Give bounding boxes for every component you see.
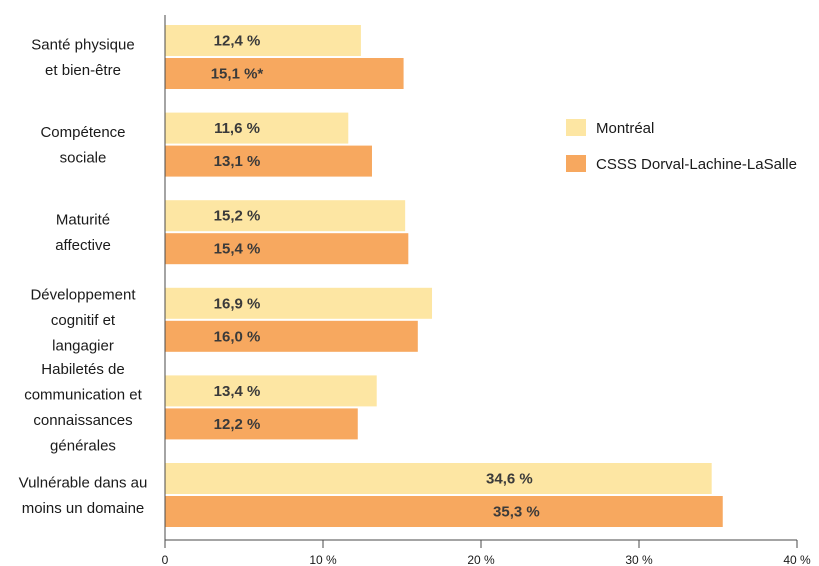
bar-value-label: 13,1 % [214,153,261,170]
category-label-line: moins un domaine [22,500,145,517]
category-label-line: langagier [52,337,114,354]
category-label-line: générales [50,438,116,455]
category-label-line: et bien-être [45,62,121,79]
category-label-line: communication et [24,387,142,404]
bar-value-label: 16,9 % [214,295,261,312]
x-tick-label: 20 % [467,553,495,566]
x-tick-label: 30 % [625,553,653,566]
bar-montreal-5 [165,463,712,494]
bar-csss-5 [165,496,723,527]
category-label-line: sociale [60,149,107,166]
bar-value-label: 16,0 % [214,328,261,345]
bar-value-label: 11,6 % [214,120,260,137]
x-axis: 0 10 % 20 % 30 % 40 % [162,15,811,566]
category-label: Habiletés de communication et connaissance… [24,361,142,455]
bar-montreal-2 [165,200,406,232]
bar-value-label: 12,2 % [214,416,261,433]
bar-csss-1 [165,145,372,177]
category-label-line: affective [55,237,111,254]
bar-value-label: 13,4 % [214,383,261,400]
legend-swatch [566,155,586,172]
category-label-line: connaissances [33,412,132,429]
category-label-line: Vulnérable dans au [19,474,148,491]
category-labels: Santé physique et bien-être Compétence soci… [19,36,148,517]
category-label-line: Développement [30,286,136,303]
category-label-line: Habiletés de [41,361,124,378]
x-tick-label: 40 % [783,553,811,566]
bar-value-label: 35,3 % [493,504,540,521]
bar-montreal-1 [165,112,349,144]
category-label: Compétence sociale [40,124,125,167]
legend-label: CSSS Dorval-Lachine-LaSalle [596,156,797,173]
bar-montreal-3 [165,287,433,319]
bar-csss-0 [165,58,404,89]
bar-csss-2 [165,233,409,265]
bar-montreal-4 [165,375,377,407]
x-tick-label: 0 [162,553,169,566]
bar-value-label: 15,4 % [214,241,261,258]
legend-swatch [566,119,586,136]
legend: Montréal CSSS Dorval-Lachine-LaSalle [566,119,797,173]
category-label: Santé physique et bien-être [31,36,134,79]
category-label: Développement cognitif et langagier [30,286,136,354]
bar-csss-3 [165,320,418,352]
bars-layer: 12,4 % 15,1 %* 11,6 % 13,1 % 15,2 % 15,4 % 16,… [165,25,723,527]
bar-montreal-0 [165,25,361,56]
bar-value-label: 15,1 %* [211,66,264,83]
category-label-line: cognitif et [51,312,116,329]
category-label: Vulnérable dans au moins un domaine [19,474,148,517]
category-label-line: Santé physique [31,36,134,53]
category-label-line: Maturité [56,211,110,228]
category-label: Maturité affective [55,211,111,254]
bar-value-label: 34,6 % [486,471,533,488]
bar-value-label: 15,2 % [214,208,261,225]
category-label-line: Compétence [40,124,125,141]
x-tick-label: 10 % [309,553,337,566]
bar-value-label: 12,4 % [214,33,261,50]
legend-label: Montréal [596,120,654,137]
bar-csss-4 [165,408,358,440]
